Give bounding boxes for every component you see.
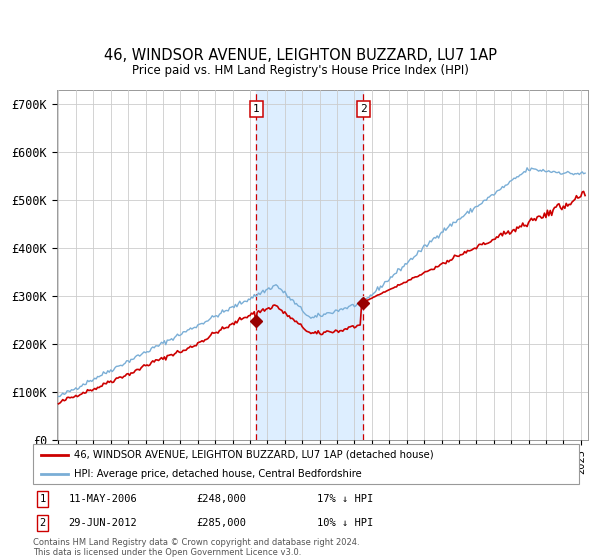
Text: £285,000: £285,000: [197, 518, 247, 528]
Text: HPI: Average price, detached house, Central Bedfordshire: HPI: Average price, detached house, Cent…: [74, 469, 362, 478]
Text: 10% ↓ HPI: 10% ↓ HPI: [317, 518, 373, 528]
FancyBboxPatch shape: [33, 444, 579, 484]
Text: 17% ↓ HPI: 17% ↓ HPI: [317, 494, 373, 504]
Text: 46, WINDSOR AVENUE, LEIGHTON BUZZARD, LU7 1AP (detached house): 46, WINDSOR AVENUE, LEIGHTON BUZZARD, LU…: [74, 450, 434, 460]
Text: 11-MAY-2006: 11-MAY-2006: [68, 494, 137, 504]
Text: 1: 1: [253, 104, 260, 114]
Text: Price paid vs. HM Land Registry's House Price Index (HPI): Price paid vs. HM Land Registry's House …: [131, 64, 469, 77]
Text: 46, WINDSOR AVENUE, LEIGHTON BUZZARD, LU7 1AP: 46, WINDSOR AVENUE, LEIGHTON BUZZARD, LU…: [104, 48, 497, 63]
Text: £248,000: £248,000: [197, 494, 247, 504]
Text: Contains HM Land Registry data © Crown copyright and database right 2024.
This d: Contains HM Land Registry data © Crown c…: [33, 538, 359, 557]
Bar: [256, 90, 363, 440]
Text: 29-JUN-2012: 29-JUN-2012: [68, 518, 137, 528]
Text: 2: 2: [40, 518, 46, 528]
Text: 1: 1: [40, 494, 46, 504]
Text: 2: 2: [359, 104, 367, 114]
